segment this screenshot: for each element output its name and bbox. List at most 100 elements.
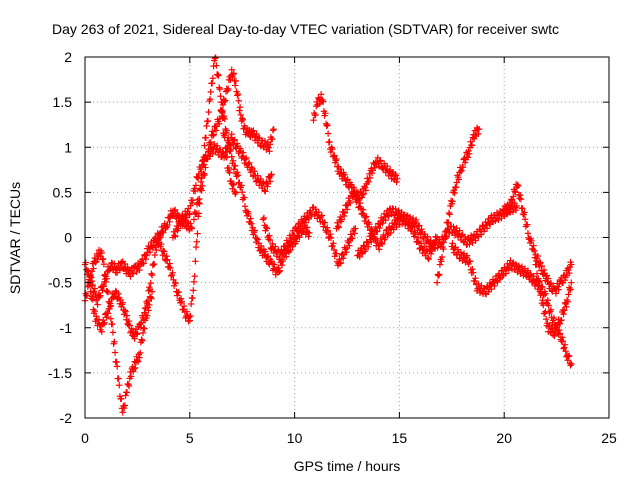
data-point bbox=[324, 122, 330, 128]
data-point bbox=[215, 71, 221, 77]
data-point bbox=[193, 244, 199, 250]
data-point bbox=[434, 279, 440, 285]
data-point bbox=[210, 75, 216, 81]
data-point bbox=[209, 80, 215, 86]
data-point bbox=[116, 382, 122, 388]
data-point bbox=[436, 271, 442, 277]
data-point bbox=[152, 252, 158, 258]
data-point bbox=[469, 266, 475, 272]
data-point bbox=[203, 123, 209, 129]
y-tick-labels: -2-1.5-1-0.500.511.52 bbox=[48, 49, 72, 426]
data-point bbox=[270, 126, 276, 132]
data-point bbox=[266, 232, 272, 238]
data-point bbox=[437, 261, 443, 267]
data-point bbox=[224, 87, 230, 93]
data-point bbox=[120, 409, 126, 415]
data-point bbox=[190, 287, 196, 293]
data-point bbox=[124, 389, 130, 395]
data-point bbox=[376, 246, 382, 252]
data-point bbox=[229, 131, 235, 137]
data-point bbox=[270, 127, 276, 133]
data-point bbox=[551, 333, 557, 339]
data-point bbox=[194, 230, 200, 236]
data-point bbox=[110, 329, 116, 335]
y-tick-label: 2 bbox=[64, 49, 72, 65]
series-satellite-track-m bbox=[449, 240, 575, 368]
x-tick-label: 10 bbox=[287, 430, 303, 446]
data-point bbox=[150, 262, 156, 268]
data-point bbox=[163, 257, 169, 263]
data-point bbox=[543, 316, 549, 322]
y-tick-label: -2 bbox=[60, 410, 73, 426]
data-point bbox=[568, 361, 574, 367]
data-point bbox=[145, 288, 151, 294]
series-satellite-track-l bbox=[434, 125, 482, 286]
data-point bbox=[192, 258, 198, 264]
data-point bbox=[94, 301, 100, 307]
data-point bbox=[115, 375, 121, 381]
y-tick-label: -1.5 bbox=[48, 365, 72, 381]
data-point bbox=[516, 195, 522, 201]
data-point bbox=[112, 349, 118, 355]
data-point bbox=[226, 165, 232, 171]
data-point bbox=[212, 54, 218, 60]
series-satellite-track-j bbox=[333, 189, 440, 262]
data-point bbox=[178, 296, 184, 302]
data-point bbox=[525, 230, 531, 236]
data-point bbox=[125, 381, 131, 387]
data-series-layer bbox=[82, 54, 575, 415]
data-point bbox=[205, 118, 211, 124]
x-tick-label: 0 bbox=[81, 430, 89, 446]
data-point bbox=[122, 392, 128, 398]
data-point bbox=[242, 156, 248, 162]
x-tick-label: 15 bbox=[392, 430, 408, 446]
y-tick-label: -0.5 bbox=[48, 275, 72, 291]
data-point bbox=[191, 273, 197, 279]
data-point bbox=[234, 92, 240, 98]
data-point bbox=[447, 211, 453, 217]
series-satellite-track-i bbox=[310, 91, 400, 202]
chart-title: Day 263 of 2021, Sidereal Day-to-day VTE… bbox=[52, 21, 559, 37]
data-point bbox=[188, 301, 194, 307]
sdtvar-chart: Day 263 of 2021, Sidereal Day-to-day VTE… bbox=[0, 0, 640, 480]
x-tick-label: 5 bbox=[186, 430, 194, 446]
data-point bbox=[191, 279, 197, 285]
data-point bbox=[149, 272, 155, 278]
data-point bbox=[109, 321, 115, 327]
data-point bbox=[166, 264, 172, 270]
data-point bbox=[193, 182, 199, 188]
data-point bbox=[236, 98, 242, 104]
data-point bbox=[205, 109, 211, 115]
y-tick-label: 0 bbox=[64, 230, 72, 246]
y-tick-label: 0.5 bbox=[53, 184, 73, 200]
data-point bbox=[517, 192, 523, 198]
y-axis-title: SDTVAR / TECUs bbox=[7, 182, 23, 294]
data-point bbox=[189, 295, 195, 301]
data-point bbox=[446, 210, 452, 216]
data-point bbox=[114, 363, 120, 369]
data-point bbox=[234, 169, 240, 175]
data-point bbox=[151, 261, 157, 267]
data-point bbox=[148, 270, 154, 276]
data-point bbox=[210, 132, 216, 138]
x-tick-labels: 0 5 10 15 20 25 bbox=[81, 430, 617, 446]
data-point bbox=[435, 272, 441, 278]
data-point bbox=[191, 216, 197, 222]
data-point bbox=[215, 72, 221, 78]
y-tick-label: 1 bbox=[64, 139, 72, 155]
data-point bbox=[229, 154, 235, 160]
data-point bbox=[325, 130, 331, 136]
data-point bbox=[194, 239, 200, 245]
data-point bbox=[530, 246, 536, 252]
data-point bbox=[233, 189, 239, 195]
x-axis-title: GPS time / hours bbox=[294, 458, 401, 474]
data-point bbox=[326, 139, 332, 145]
data-point bbox=[245, 161, 251, 167]
data-point bbox=[141, 326, 147, 332]
data-point bbox=[217, 93, 223, 99]
data-point bbox=[203, 135, 209, 141]
x-tick-label: 25 bbox=[601, 430, 617, 446]
y-tick-label: -1 bbox=[60, 320, 73, 336]
data-point bbox=[137, 350, 143, 356]
data-point bbox=[216, 84, 222, 90]
